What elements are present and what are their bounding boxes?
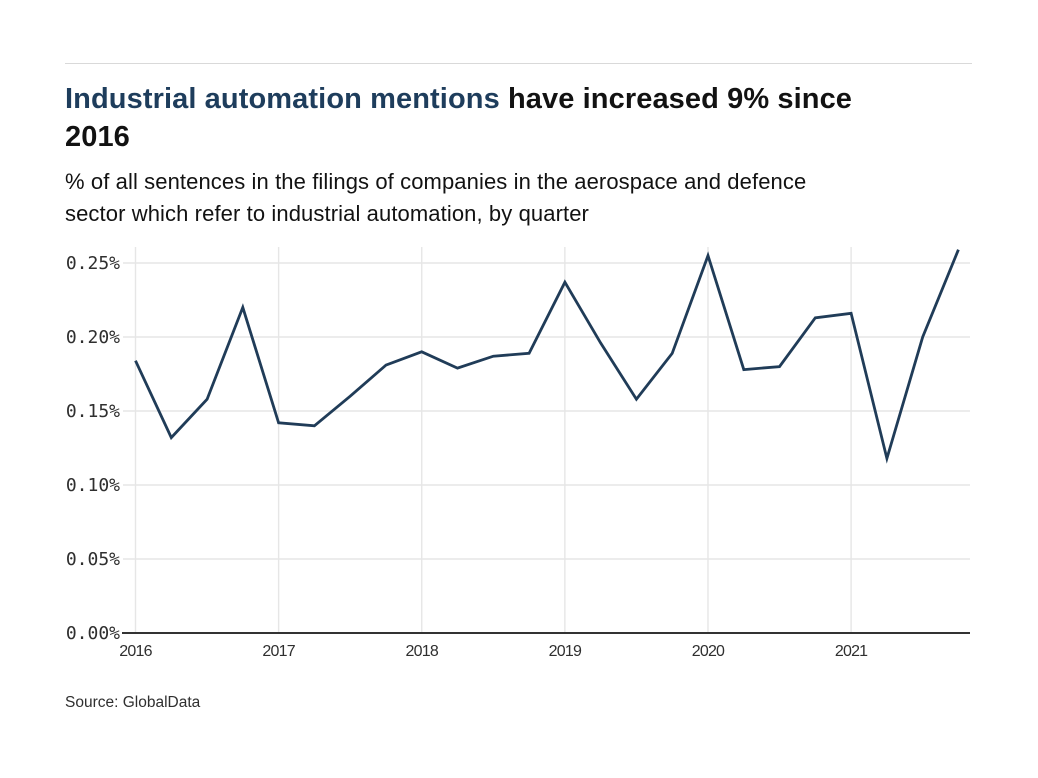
x-tick-label: 2021 — [835, 643, 868, 660]
y-tick-label: 0.05% — [66, 549, 120, 570]
trend-line — [134, 249, 960, 464]
title-highlight: Industrial automation mentions — [65, 83, 508, 115]
y-tick-label: 0.25% — [66, 253, 120, 274]
source-note: Source: GlobalData — [65, 694, 201, 711]
chart-title: Industrial automation mentions have incr… — [65, 80, 990, 156]
y-tick-label: 0.20% — [66, 327, 120, 348]
title-rest: have increased 9% since 2016 — [65, 83, 853, 153]
x-tick-label: 2017 — [262, 643, 295, 660]
x-tick-label: 2020 — [692, 643, 725, 660]
y-tick-label: 0.10% — [66, 475, 120, 496]
x-tick-label: 2018 — [406, 643, 439, 660]
y-tick-label: 0.15% — [66, 401, 120, 422]
x-tick-label: 2019 — [549, 643, 582, 660]
x-tick-label: 2016 — [119, 643, 152, 660]
line-chart: 0.00% 0.05% 0.10% 0.15% 0.20% 0.25% 2016 2017 20… — [66, 247, 970, 660]
y-tick-label: 0.00% — [66, 623, 120, 644]
chart-subtitle: % of all sentences in the filings of com… — [65, 169, 807, 226]
top-divider — [65, 63, 972, 64]
